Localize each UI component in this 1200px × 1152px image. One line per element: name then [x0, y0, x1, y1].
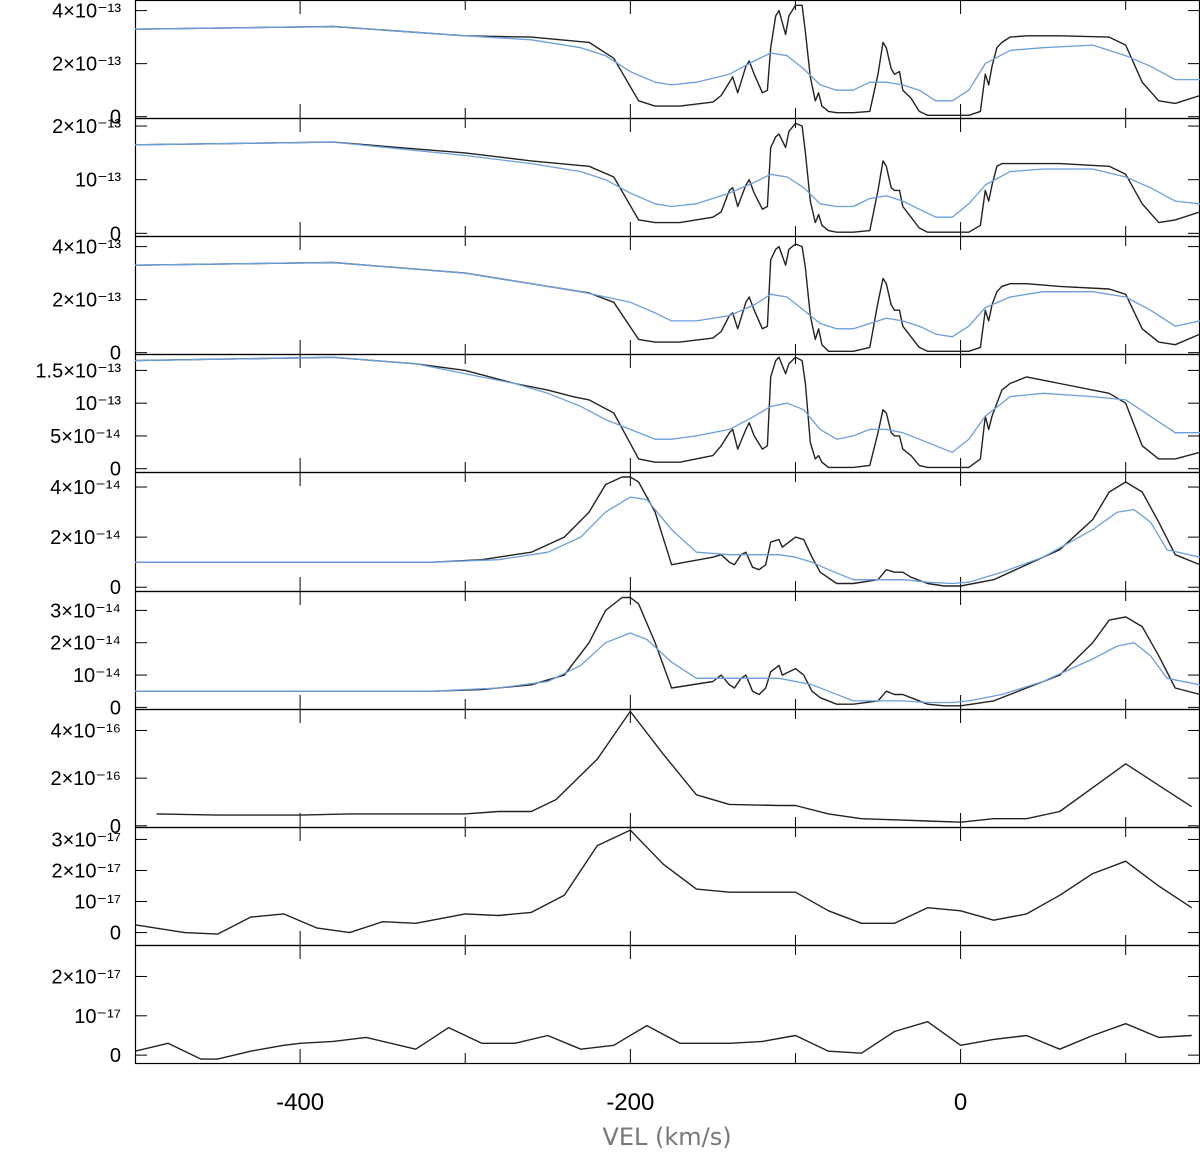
observed-series-line [135, 829, 1193, 935]
model-series-line [135, 141, 1200, 218]
y-tick-label: 2×10⁻¹⁶ [51, 768, 122, 790]
y-tick-label: 0 [110, 577, 121, 599]
panels-layer: 02×10⁻¹³4×10⁻¹³010⁻¹³2×10⁻¹³02×10⁻¹³4×10… [35, 0, 1200, 1067]
panel-frame [134, 235, 1200, 356]
panel-3: 0 2×10⁻¹³ 4×10⁻¹³ [52, 235, 1200, 365]
observed-series-line [135, 596, 1200, 707]
panel-frame [134, 0, 1200, 120]
y-tick-label: 2×10⁻¹⁴ [50, 527, 121, 549]
panel-8: 0 10⁻¹⁷ 2×10⁻¹⁷ 3×10⁻¹⁷ [51, 826, 1200, 947]
x-tick-label: -400 [276, 1089, 324, 1116]
panel-2: 0 10⁻¹³ 2×10⁻¹³ [52, 116, 1200, 245]
observed-series-line [156, 710, 1193, 823]
x-tick-label: -200 [606, 1089, 654, 1116]
y-tick-label: 0 [110, 816, 121, 838]
x-axis-label: VEL (km/s) [602, 1123, 731, 1151]
observed-series-line [135, 243, 1200, 352]
model-series-line [135, 496, 1200, 585]
y-tick-label: 0 [110, 459, 121, 481]
panel-frame [134, 353, 1200, 474]
panel-frame [134, 117, 1200, 238]
y-tick-label: 0 [110, 223, 121, 245]
panel-4: 0 5×10⁻¹⁴ 10⁻¹³ 1.5×10⁻¹³ [35, 353, 1200, 481]
y-tick-label: 4×10⁻¹³ [52, 1, 121, 23]
model-series-line [135, 261, 1200, 338]
y-tick-label: 2×10⁻¹³ [52, 116, 121, 138]
y-tick-label: 2×10⁻¹⁴ [50, 633, 121, 655]
panel-5: 0 2×10⁻¹⁴ 4×10⁻¹⁴ [50, 471, 1200, 599]
y-tick-label: 0 [110, 923, 121, 945]
observed-series-line [135, 476, 1200, 587]
y-tick-label: 4×10⁻¹⁴ [50, 477, 121, 499]
y-tick-label: 2×10⁻¹³ [52, 54, 121, 76]
y-tick-label: 4×10⁻¹³ [52, 237, 121, 259]
panel-frame [134, 826, 1200, 947]
panel-1: 0 2×10⁻¹³ 4×10⁻¹³ [52, 0, 1200, 129]
y-tick-label: 5×10⁻¹⁴ [50, 426, 121, 448]
model-series-line [135, 632, 1200, 704]
model-series-line [135, 356, 1200, 453]
panel-6: 0 10⁻¹⁴ 2×10⁻¹⁴ 3×10⁻¹⁴ [50, 590, 1200, 719]
y-tick-label: 0 [110, 107, 121, 129]
y-tick-label: 10⁻¹⁷ [74, 1006, 121, 1028]
panel-9: 0 10⁻¹⁷ 2×10⁻¹⁷ [51, 944, 1200, 1067]
y-tick-label: 0 [110, 697, 121, 719]
x-tick-label: 0 [954, 1089, 967, 1116]
model-series-line [135, 25, 1200, 102]
y-tick-label: 3×10⁻¹⁷ [51, 829, 121, 851]
y-tick-label: 2×10⁻¹⁷ [51, 860, 121, 882]
y-tick-label: 2×10⁻¹³ [52, 290, 121, 312]
y-tick-label: 3×10⁻¹⁴ [50, 600, 121, 622]
observed-series-line [135, 356, 1200, 469]
panel-frame [134, 471, 1200, 593]
panel-frame [134, 708, 1200, 829]
y-tick-label: 4×10⁻¹⁶ [51, 720, 122, 742]
observed-series-line [135, 4, 1200, 116]
observed-series-line [135, 122, 1200, 233]
y-tick-label: 0 [110, 343, 121, 365]
y-tick-label: 1.5×10⁻¹³ [35, 360, 121, 382]
panel-frame [134, 944, 1200, 1065]
y-tick-label: 2×10⁻¹⁷ [51, 966, 121, 988]
y-tick-label: 10⁻¹³ [75, 170, 121, 192]
x-axis: -400 -200 0 [276, 1089, 967, 1116]
y-tick-label: 10⁻¹⁴ [73, 665, 121, 687]
y-tick-label: 0 [110, 1045, 121, 1067]
y-tick-label: 10⁻¹³ [75, 393, 121, 415]
y-tick-label: 10⁻¹⁷ [74, 892, 121, 914]
observed-series-line [135, 1021, 1192, 1060]
panel-7: 0 2×10⁻¹⁶ 4×10⁻¹⁶ [51, 708, 1200, 838]
